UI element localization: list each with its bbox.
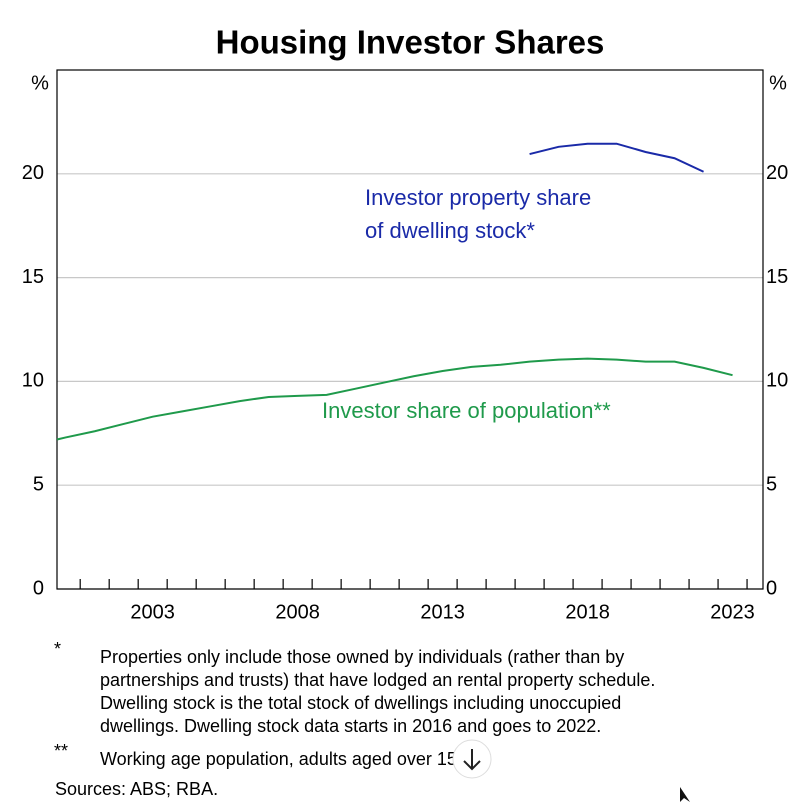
series-label: Investor share of population** — [322, 398, 611, 423]
y-axis-label: % — [31, 72, 49, 94]
scroll-arrow — [463, 749, 481, 771]
series-label: of dwelling stock* — [365, 218, 535, 243]
x-tick-label: 2003 — [130, 601, 175, 623]
sources: Sources: ABS; RBA. — [55, 779, 218, 799]
series-line — [56, 357, 733, 441]
y2-tick-label: 15 — [766, 266, 788, 288]
note-marker: * — [54, 639, 61, 659]
note-text: partnerships and trusts) that have lodge… — [100, 670, 655, 690]
note-marker: ** — [54, 741, 68, 761]
y-tick-label: 10 — [22, 370, 44, 392]
cursor — [680, 787, 690, 802]
note-text: dwellings. Dwelling stock data starts in… — [100, 716, 601, 736]
note-text: Dwelling stock is the total stock of dwe… — [100, 693, 621, 713]
y2-tick-label: 0 — [766, 577, 777, 599]
y2-axis-label: % — [769, 72, 787, 94]
chart-title: Housing Investor Shares — [216, 24, 605, 61]
x-tick-label: 2008 — [275, 601, 320, 623]
note-text: Properties only include those owned by i… — [100, 647, 624, 667]
y-tick-label: 15 — [22, 266, 44, 288]
y-tick-label: 5 — [33, 473, 44, 495]
y-tick-label: 20 — [22, 162, 44, 184]
y-tick-label: 0 — [33, 577, 44, 599]
x-tick-label: 2023 — [710, 601, 755, 623]
series-label: Investor property share — [365, 185, 591, 210]
y2-tick-label: 10 — [766, 370, 788, 392]
plot-frame — [56, 69, 764, 590]
series-line — [529, 142, 704, 173]
note-text: Working age population, adults aged over… — [100, 749, 462, 769]
scroll-down-button[interactable] — [452, 739, 492, 779]
x-tick-label: 2013 — [420, 601, 465, 623]
y2-tick-label: 5 — [766, 473, 777, 495]
x-tick-label: 2018 — [565, 601, 610, 623]
y2-tick-label: 20 — [766, 162, 788, 184]
